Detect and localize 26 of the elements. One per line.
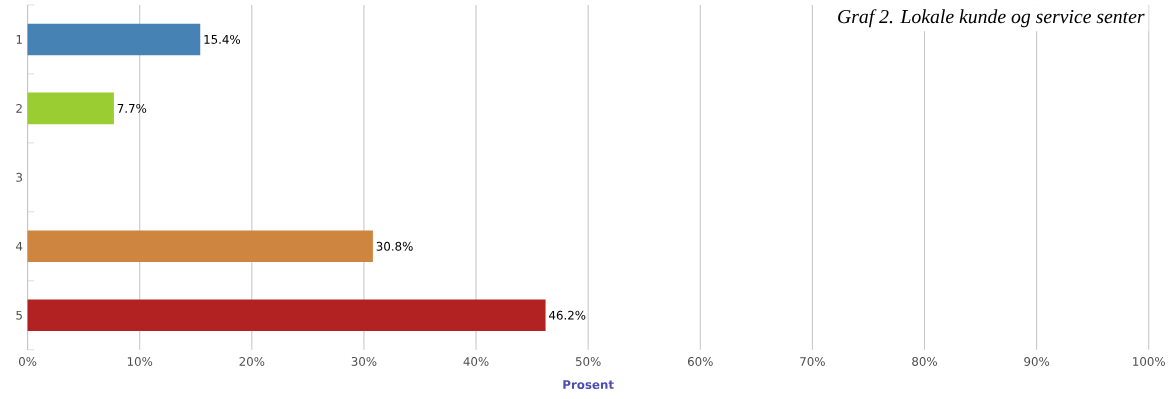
bar (27, 299, 546, 332)
y-tick-label: 2 (16, 103, 22, 113)
x-tick-label: 50% (575, 357, 601, 366)
x-tick-label: 100% (1133, 357, 1165, 366)
data-label: 46.2% (549, 310, 586, 320)
bar (27, 230, 373, 263)
chart-title: Graf 2. Lokale kunde og service senter (838, 9, 1145, 28)
y-tick-label: 1 (16, 35, 22, 44)
x-tick-label: 20% (239, 357, 265, 366)
y-tick-label: 5 (16, 310, 22, 320)
x-tick-label: 80% (912, 357, 937, 366)
x-tick-label: 10% (127, 357, 153, 366)
y-tick-label: 3 (16, 172, 22, 182)
y-tick-label: 4 (16, 242, 23, 251)
x-tick-label: 90% (1024, 357, 1050, 366)
bar (27, 92, 114, 125)
x-axis-title: Prosent (563, 380, 614, 390)
x-tick-label: 70% (800, 357, 825, 366)
data-label: 15.4% (204, 34, 241, 44)
data-label: 7.7% (117, 103, 147, 113)
x-tick-label: 30% (351, 357, 377, 366)
data-label: 30.8% (376, 241, 413, 251)
bar (27, 23, 201, 56)
x-tick-label: 40% (463, 357, 489, 366)
x-tick-label: 60% (687, 357, 713, 366)
x-tick-label: 0% (19, 357, 37, 366)
